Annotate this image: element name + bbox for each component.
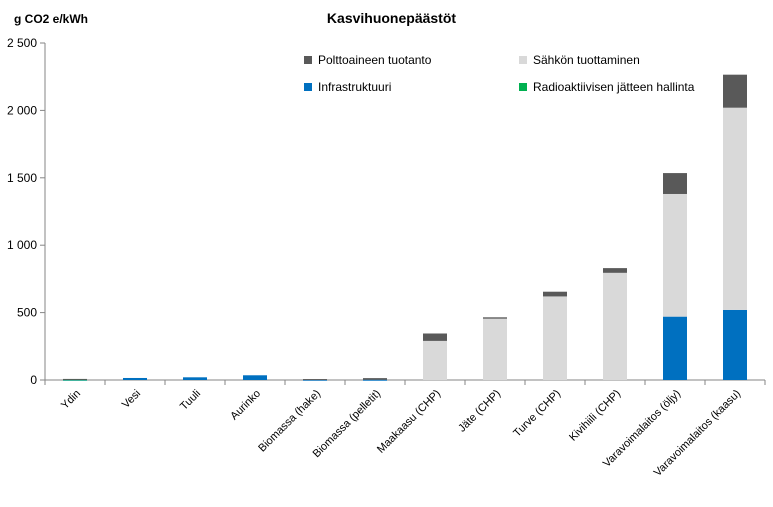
bar-segment bbox=[663, 316, 687, 380]
bar-segment bbox=[303, 379, 327, 381]
x-tick-label: Aurinko bbox=[228, 388, 263, 423]
x-tick-label: Turve (CHP) bbox=[511, 388, 563, 440]
bar-segment bbox=[663, 173, 687, 194]
x-tick-label: Jäte (CHP) bbox=[456, 388, 503, 435]
x-tick-label: Vesi bbox=[120, 388, 143, 411]
y-tick-label: 2 000 bbox=[7, 103, 37, 117]
legend-label: Polttoaineen tuotanto bbox=[318, 53, 432, 67]
legend-swatch bbox=[304, 83, 312, 91]
bar-segment bbox=[483, 317, 507, 319]
legend-item-polttoaineen-tuotanto: Polttoaineen tuotanto bbox=[304, 53, 431, 67]
legend-item-infrastruktuuri: Infrastruktuuri bbox=[304, 80, 391, 94]
y-axis-label: g CO2 e/kWh bbox=[14, 12, 89, 26]
y-tick-label: 1 500 bbox=[7, 171, 37, 185]
bar-segment bbox=[123, 377, 147, 380]
legend-item-radioaktiivisen-jatteen-hallinta: Radioaktiivisen jätteen hallinta bbox=[519, 80, 694, 94]
legend-swatch bbox=[519, 83, 527, 91]
x-tick-label: Biomassa (pelletit) bbox=[311, 388, 383, 460]
bar-segment bbox=[63, 379, 87, 381]
bar-segment bbox=[483, 318, 507, 380]
bar-segment bbox=[243, 375, 267, 380]
x-tick-label: Biomassa (hake) bbox=[256, 388, 323, 455]
bar-segment bbox=[723, 74, 747, 108]
bar-segment bbox=[423, 333, 447, 341]
x-tick-label: Ydin bbox=[59, 388, 83, 412]
y-tick-label: 0 bbox=[30, 373, 37, 387]
bar-segment bbox=[603, 272, 627, 380]
bar-segment bbox=[543, 296, 567, 380]
legend-item-sahkon-tuottaminen: Sähkön tuottaminen bbox=[519, 53, 640, 67]
x-tick-label: Kivihiili (CHP) bbox=[567, 388, 623, 444]
bar-segment bbox=[363, 379, 387, 381]
bar-segment bbox=[663, 193, 687, 317]
bar-segment bbox=[723, 107, 747, 310]
bar-segment bbox=[423, 340, 447, 380]
y-tick-label: 500 bbox=[17, 306, 37, 320]
chart-title: Kasvihuonepäästöt bbox=[326, 10, 457, 26]
legend-label: Sähkön tuottaminen bbox=[533, 53, 640, 67]
legend-label: Radioaktiivisen jätteen hallinta bbox=[533, 80, 695, 94]
bar-segment bbox=[183, 377, 207, 380]
bar-segment bbox=[63, 378, 87, 380]
x-tick-label: Maakaasu (CHP) bbox=[375, 388, 443, 456]
y-tick-label: 2 500 bbox=[7, 36, 37, 50]
bar-segment bbox=[363, 378, 387, 380]
bar-segment bbox=[303, 379, 327, 381]
y-tick-label: 1 000 bbox=[7, 238, 37, 252]
bar-segment bbox=[723, 309, 747, 380]
legend-label: Infrastruktuuri bbox=[318, 80, 392, 94]
bar-segment bbox=[543, 291, 567, 297]
legend-swatch bbox=[304, 56, 312, 64]
bar-segment bbox=[603, 268, 627, 273]
legend-swatch bbox=[519, 56, 527, 64]
x-tick-label: Tuuli bbox=[178, 388, 203, 413]
